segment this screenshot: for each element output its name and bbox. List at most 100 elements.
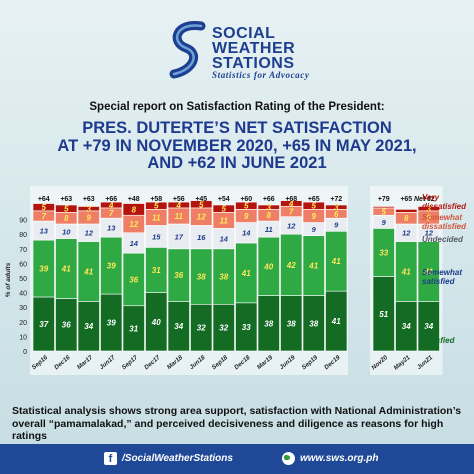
bar-segment-very-dissatisfied <box>302 201 325 210</box>
bar-segment-very-dissatisfied <box>235 201 258 210</box>
globe-icon <box>282 452 295 465</box>
bar-value-label-somewhat-satisfied: 41 <box>331 257 341 266</box>
bar-value-label-somewhat-dissatisfied: 7 <box>289 208 294 217</box>
legend-somewhat-satisfied: Somewhat satisfied <box>422 268 462 286</box>
bar-value-label-somewhat-satisfied: 41 <box>241 269 251 278</box>
bar-value-label-somewhat-satisfied: 39 <box>107 262 116 271</box>
bar-value-label-somewhat-dissatisfied: 7 <box>42 212 47 221</box>
bar-segment-very-dissatisfied <box>325 204 348 210</box>
bar-value-label-very-dissatisfied: 3 <box>267 203 272 212</box>
bar-value-label-very-dissatisfied: 5 <box>312 202 317 211</box>
bar-value-label-somewhat-satisfied: 39 <box>39 265 48 274</box>
bar-value-label-somewhat-dissatisfied: 9 <box>427 213 432 222</box>
legend-very-dissatisfied-line-2: dissatisfied <box>422 202 467 211</box>
legend-very-satisfied-line-2: satisfied <box>422 336 455 345</box>
bar-value-label-undecided: 11 <box>265 225 273 234</box>
bar-value-label-undecided: 9 <box>312 225 317 234</box>
bar-value-label-very-satisfied: 51 <box>379 310 388 319</box>
bar-value-label-undecided: 9 <box>382 218 387 227</box>
y-tick-label: 10 <box>19 334 27 341</box>
bar-value-label-very-dissatisfied: 5 <box>222 205 227 214</box>
bar-value-label-somewhat-satisfied: 41 <box>83 267 93 276</box>
bar-value-label-somewhat-satisfied: 41 <box>61 265 71 274</box>
bar-value-label-very-dissatisfied: 8 <box>132 205 137 214</box>
bar-segment-very-dissatisfied <box>145 201 168 210</box>
bar-value-label-very-satisfied: 34 <box>84 322 93 331</box>
net-value-label: +60 <box>240 196 252 203</box>
bar-value-label-somewhat-dissatisfied: 9 <box>312 212 317 221</box>
net-value-label: +79 <box>378 196 390 203</box>
bar-value-label-somewhat-dissatisfied: 7 <box>109 209 114 218</box>
headline-line-1: PRES. DUTERTE’S NET SATISFACTION <box>82 119 392 137</box>
bar-value-label-very-dissatisfied: 5 <box>42 203 47 212</box>
net-value-label: +66 <box>105 196 117 203</box>
net-value-label: +58 <box>150 196 162 203</box>
logo-line-1: SOCIAL <box>212 25 276 42</box>
bar-value-label-undecided: 12 <box>425 229 434 238</box>
bar-value-label-very-dissatisfied: 3 <box>334 203 339 212</box>
bar-value-label-undecided: 14 <box>220 235 229 244</box>
analysis-summary: Statistical analysis shows strong area s… <box>12 405 462 442</box>
legend-very-dissatisfied-line-1: Very <box>422 193 440 202</box>
sws-logo: SOCIAL WEATHER STATIONS Statistics for A… <box>168 20 318 88</box>
bar-value-label-undecided: 12 <box>287 221 296 230</box>
bar-value-label-somewhat-dissatisfied: 12 <box>197 213 206 222</box>
net-value-label: +64 <box>38 196 50 203</box>
bar-value-label-very-dissatisfied: 5 <box>244 202 249 211</box>
bar-value-label-somewhat-satisfied: 41 <box>401 267 411 276</box>
legend-somewhat-dissatisfied-line-2: dissatisfied <box>422 222 467 231</box>
headline-line-3: AND +62 IN JUNE 2021 <box>147 154 327 172</box>
net-value-label: +62 <box>423 196 435 203</box>
bar-segment-very-dissatisfied <box>122 203 145 216</box>
legend-very-dissatisfied: Very dissatisfied <box>422 193 466 211</box>
bar-value-label-very-dissatisfied: 3 <box>427 205 432 214</box>
y-tick-label: 30 <box>19 305 27 312</box>
bar-value-label-undecided: 15 <box>152 232 161 241</box>
bar-value-label-very-satisfied: 31 <box>129 324 138 333</box>
bar-value-label-very-satisfied: 32 <box>219 324 228 333</box>
bar-value-label-somewhat-dissatisfied: 11 <box>175 212 184 221</box>
net-value-label: +68 <box>285 196 297 203</box>
bar-value-label-somewhat-dissatisfied: 5 <box>382 208 387 217</box>
bar-value-label-somewhat-dissatisfied: 11 <box>220 216 229 225</box>
bar-value-label-somewhat-dissatisfied: 8 <box>267 211 272 220</box>
bar-value-label-very-satisfied: 37 <box>39 320 48 329</box>
bar-segment-very-dissatisfied <box>257 204 280 210</box>
net-value-label: +45 <box>195 196 207 203</box>
net-header-label: Net * <box>414 196 430 203</box>
y-tick-label: 60 <box>19 261 27 268</box>
y-tick-label: 90 <box>19 218 27 225</box>
y-tick-label: 20 <box>19 320 27 327</box>
y-tick-label: 50 <box>19 276 27 283</box>
bar-value-label-very-satisfied: 34 <box>402 322 411 331</box>
bar-value-label-very-dissatisfied: 4 <box>288 200 294 209</box>
bar-value-label-undecided: 10 <box>62 227 71 236</box>
bar-segment-very-dissatisfied <box>77 206 100 212</box>
facebook-link[interactable]: f /SocialWeatherStations <box>104 452 233 465</box>
bar-value-label-very-satisfied: 34 <box>424 322 433 331</box>
bar-value-label-very-satisfied: 40 <box>151 318 161 327</box>
bar-value-label-somewhat-dissatisfied: 12 <box>129 220 138 229</box>
bar-segment-very-dissatisfied <box>417 206 440 212</box>
bar-value-label-somewhat-dissatisfied: 9 <box>244 212 249 221</box>
bar-value-label-undecided: 13 <box>107 224 116 233</box>
bar-segment-very-dissatisfied <box>190 200 213 209</box>
bar-value-label-very-satisfied: 38 <box>309 319 318 328</box>
bar-segment-very-dissatisfied <box>100 201 123 209</box>
bar-value-label-very-satisfied: 36 <box>62 321 71 330</box>
headline-line-2: AT +79 IN NOVEMBER 2020, +65 IN MAY 2021… <box>57 136 417 155</box>
bar-value-label-somewhat-satisfied: 31 <box>152 266 161 275</box>
bar-value-label-somewhat-satisfied: 41 <box>308 262 318 271</box>
bar-value-label-somewhat-satisfied: 38 <box>197 273 206 282</box>
website-link[interactable]: www.sws.org.ph <box>282 452 379 465</box>
legend-somewhat-satisfied-line-2: satisfied <box>422 277 455 286</box>
y-tick-label: 0 <box>23 349 27 356</box>
special-report-label: Special report on Satisfaction Rating of… <box>89 101 385 113</box>
bar-segment-very-dissatisfied <box>395 209 418 213</box>
bar-value-label-undecided: 14 <box>130 239 139 248</box>
facebook-icon: f <box>104 452 117 465</box>
logo-tagline: Statistics for Advocacy <box>212 70 310 80</box>
bar-value-label-very-satisfied: 34 <box>174 322 183 331</box>
net-value-label: +63 <box>60 196 72 203</box>
